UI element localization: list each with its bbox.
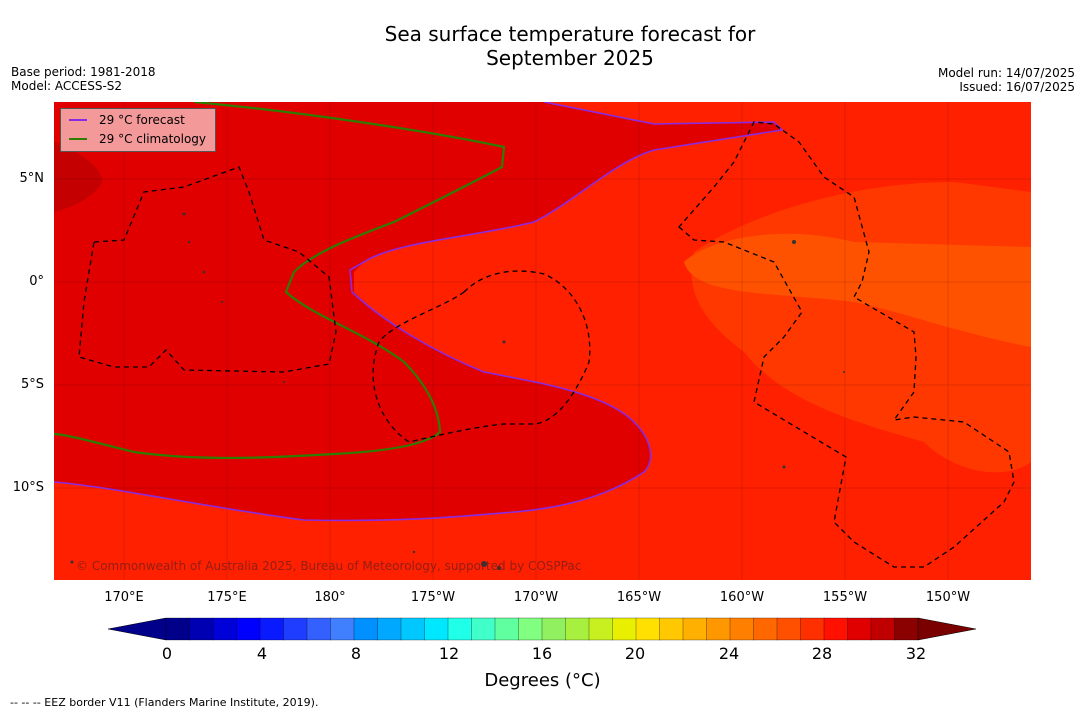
issued-date: Issued: 16/07/2025 — [959, 80, 1075, 94]
sst-map-svg — [54, 102, 1031, 580]
colorbar-max-arrow — [917, 617, 977, 641]
colorbar-segment — [706, 617, 731, 641]
lon-label-175e: 175°E — [207, 590, 247, 605]
lon-label-175w: 175°W — [410, 590, 456, 605]
base-period: Base period: 1981-2018 — [11, 65, 156, 79]
colorbar-segment — [471, 617, 496, 641]
graticule — [54, 102, 1031, 580]
colorbar-segment — [424, 617, 449, 641]
colorbar-segment — [659, 617, 684, 641]
legend-climatology-label: 29 °C climatology — [99, 132, 207, 146]
colorbar-label: Degrees (°C) — [484, 670, 601, 691]
colorbar-tick-16: 16 — [531, 644, 553, 663]
lat-label-5s: 5°S — [20, 377, 44, 392]
legend-forecast-swatch — [69, 119, 87, 121]
colorbar-segment — [894, 617, 919, 641]
colorbar-min-arrow — [107, 617, 167, 641]
colorbar-segment — [729, 617, 755, 641]
forecast-29c-contour — [54, 102, 784, 522]
chart-title: Sea surface temperature forecast for Sep… — [0, 22, 1085, 70]
colorbar-segment — [447, 617, 473, 641]
colorbar-segment — [330, 617, 355, 641]
colorbar-segment — [283, 617, 308, 641]
colorbar-segment — [306, 617, 332, 641]
colorbar-tick-20: 20 — [624, 644, 646, 663]
meta-right: Model run: 14/07/2025 Issued: 16/07/2025 — [938, 66, 1075, 94]
climatology-29c-contour — [54, 102, 506, 460]
colorbar — [107, 616, 978, 646]
sst-field-hot-patch — [54, 142, 103, 212]
sst-field-warm-pool — [54, 102, 782, 521]
eez-note: -- -- -- EEZ border V11 (Flanders Marine… — [10, 696, 319, 709]
islands — [70, 212, 845, 570]
colorbar-segment — [776, 617, 802, 641]
colorbar-segment — [259, 617, 285, 641]
colorbar-svg — [107, 617, 977, 641]
colorbar-tick-4: 4 — [256, 644, 268, 663]
lon-label-170w: 170°W — [513, 590, 559, 605]
copyright-notice: © Commonwealth of Australia 2025, Bureau… — [76, 559, 582, 573]
lon-label-150w: 150°W — [925, 590, 971, 605]
colorbar-segment — [612, 617, 637, 641]
lat-label-0: 0° — [29, 274, 44, 289]
colorbar-segment — [870, 617, 896, 641]
colorbar-segment — [847, 617, 872, 641]
colorbar-segment — [518, 617, 543, 641]
title-line-1: Sea surface temperature forecast for — [384, 22, 756, 46]
model-name: Model: ACCESS-S2 — [11, 79, 123, 93]
colorbar-tick-24: 24 — [718, 644, 740, 663]
legend-climatology: 29 °C climatology — [69, 130, 206, 148]
lat-label-5n: 5°N — [19, 171, 45, 186]
legend-climatology-swatch — [69, 138, 87, 140]
colorbar-segment — [682, 617, 708, 641]
colorbar-segment — [236, 617, 261, 641]
meta-left: Base period: 1981-2018 Model: ACCESS-S2 — [11, 65, 156, 93]
colorbar-tick-0: 0 — [161, 644, 173, 663]
colorbar-segment — [588, 617, 614, 641]
colorbar-segment — [377, 617, 402, 641]
lon-label-155w: 155°W — [822, 590, 868, 605]
colorbar-segment — [165, 617, 191, 641]
colorbar-tick-32: 32 — [905, 644, 927, 663]
colorbar-tick-28: 28 — [811, 644, 833, 663]
colorbar-segment — [635, 617, 661, 641]
lon-label-165w: 165°W — [616, 590, 662, 605]
chart-legend: 29 °C forecast 29 °C climatology — [60, 108, 216, 152]
colorbar-tick-12: 12 — [438, 644, 460, 663]
colorbar-segment — [494, 617, 520, 641]
lat-label-10s: 10°S — [12, 480, 44, 495]
eez-borders — [78, 121, 1015, 568]
colorbar-segment — [189, 617, 214, 641]
title-line-2: September 2025 — [486, 46, 654, 70]
lon-label-170e: 170°E — [104, 590, 144, 605]
lon-label-160w: 160°W — [719, 590, 765, 605]
colorbar-tick-8: 8 — [350, 644, 362, 663]
sst-map — [54, 102, 1031, 580]
legend-forecast: 29 °C forecast — [69, 111, 185, 129]
colorbar-segment — [353, 617, 379, 641]
lon-label-180: 180° — [314, 590, 346, 605]
colorbar-segment — [212, 617, 238, 641]
model-run: Model run: 14/07/2025 — [937, 66, 1075, 80]
colorbar-segment — [753, 617, 778, 641]
colorbar-segment — [823, 617, 849, 641]
colorbar-segment — [800, 617, 825, 641]
legend-forecast-label: 29 °C forecast — [99, 113, 185, 127]
colorbar-segment — [400, 617, 426, 641]
colorbar-segment — [541, 617, 567, 641]
sst-field-orange — [684, 233, 1031, 347]
colorbar-segment — [565, 617, 590, 641]
